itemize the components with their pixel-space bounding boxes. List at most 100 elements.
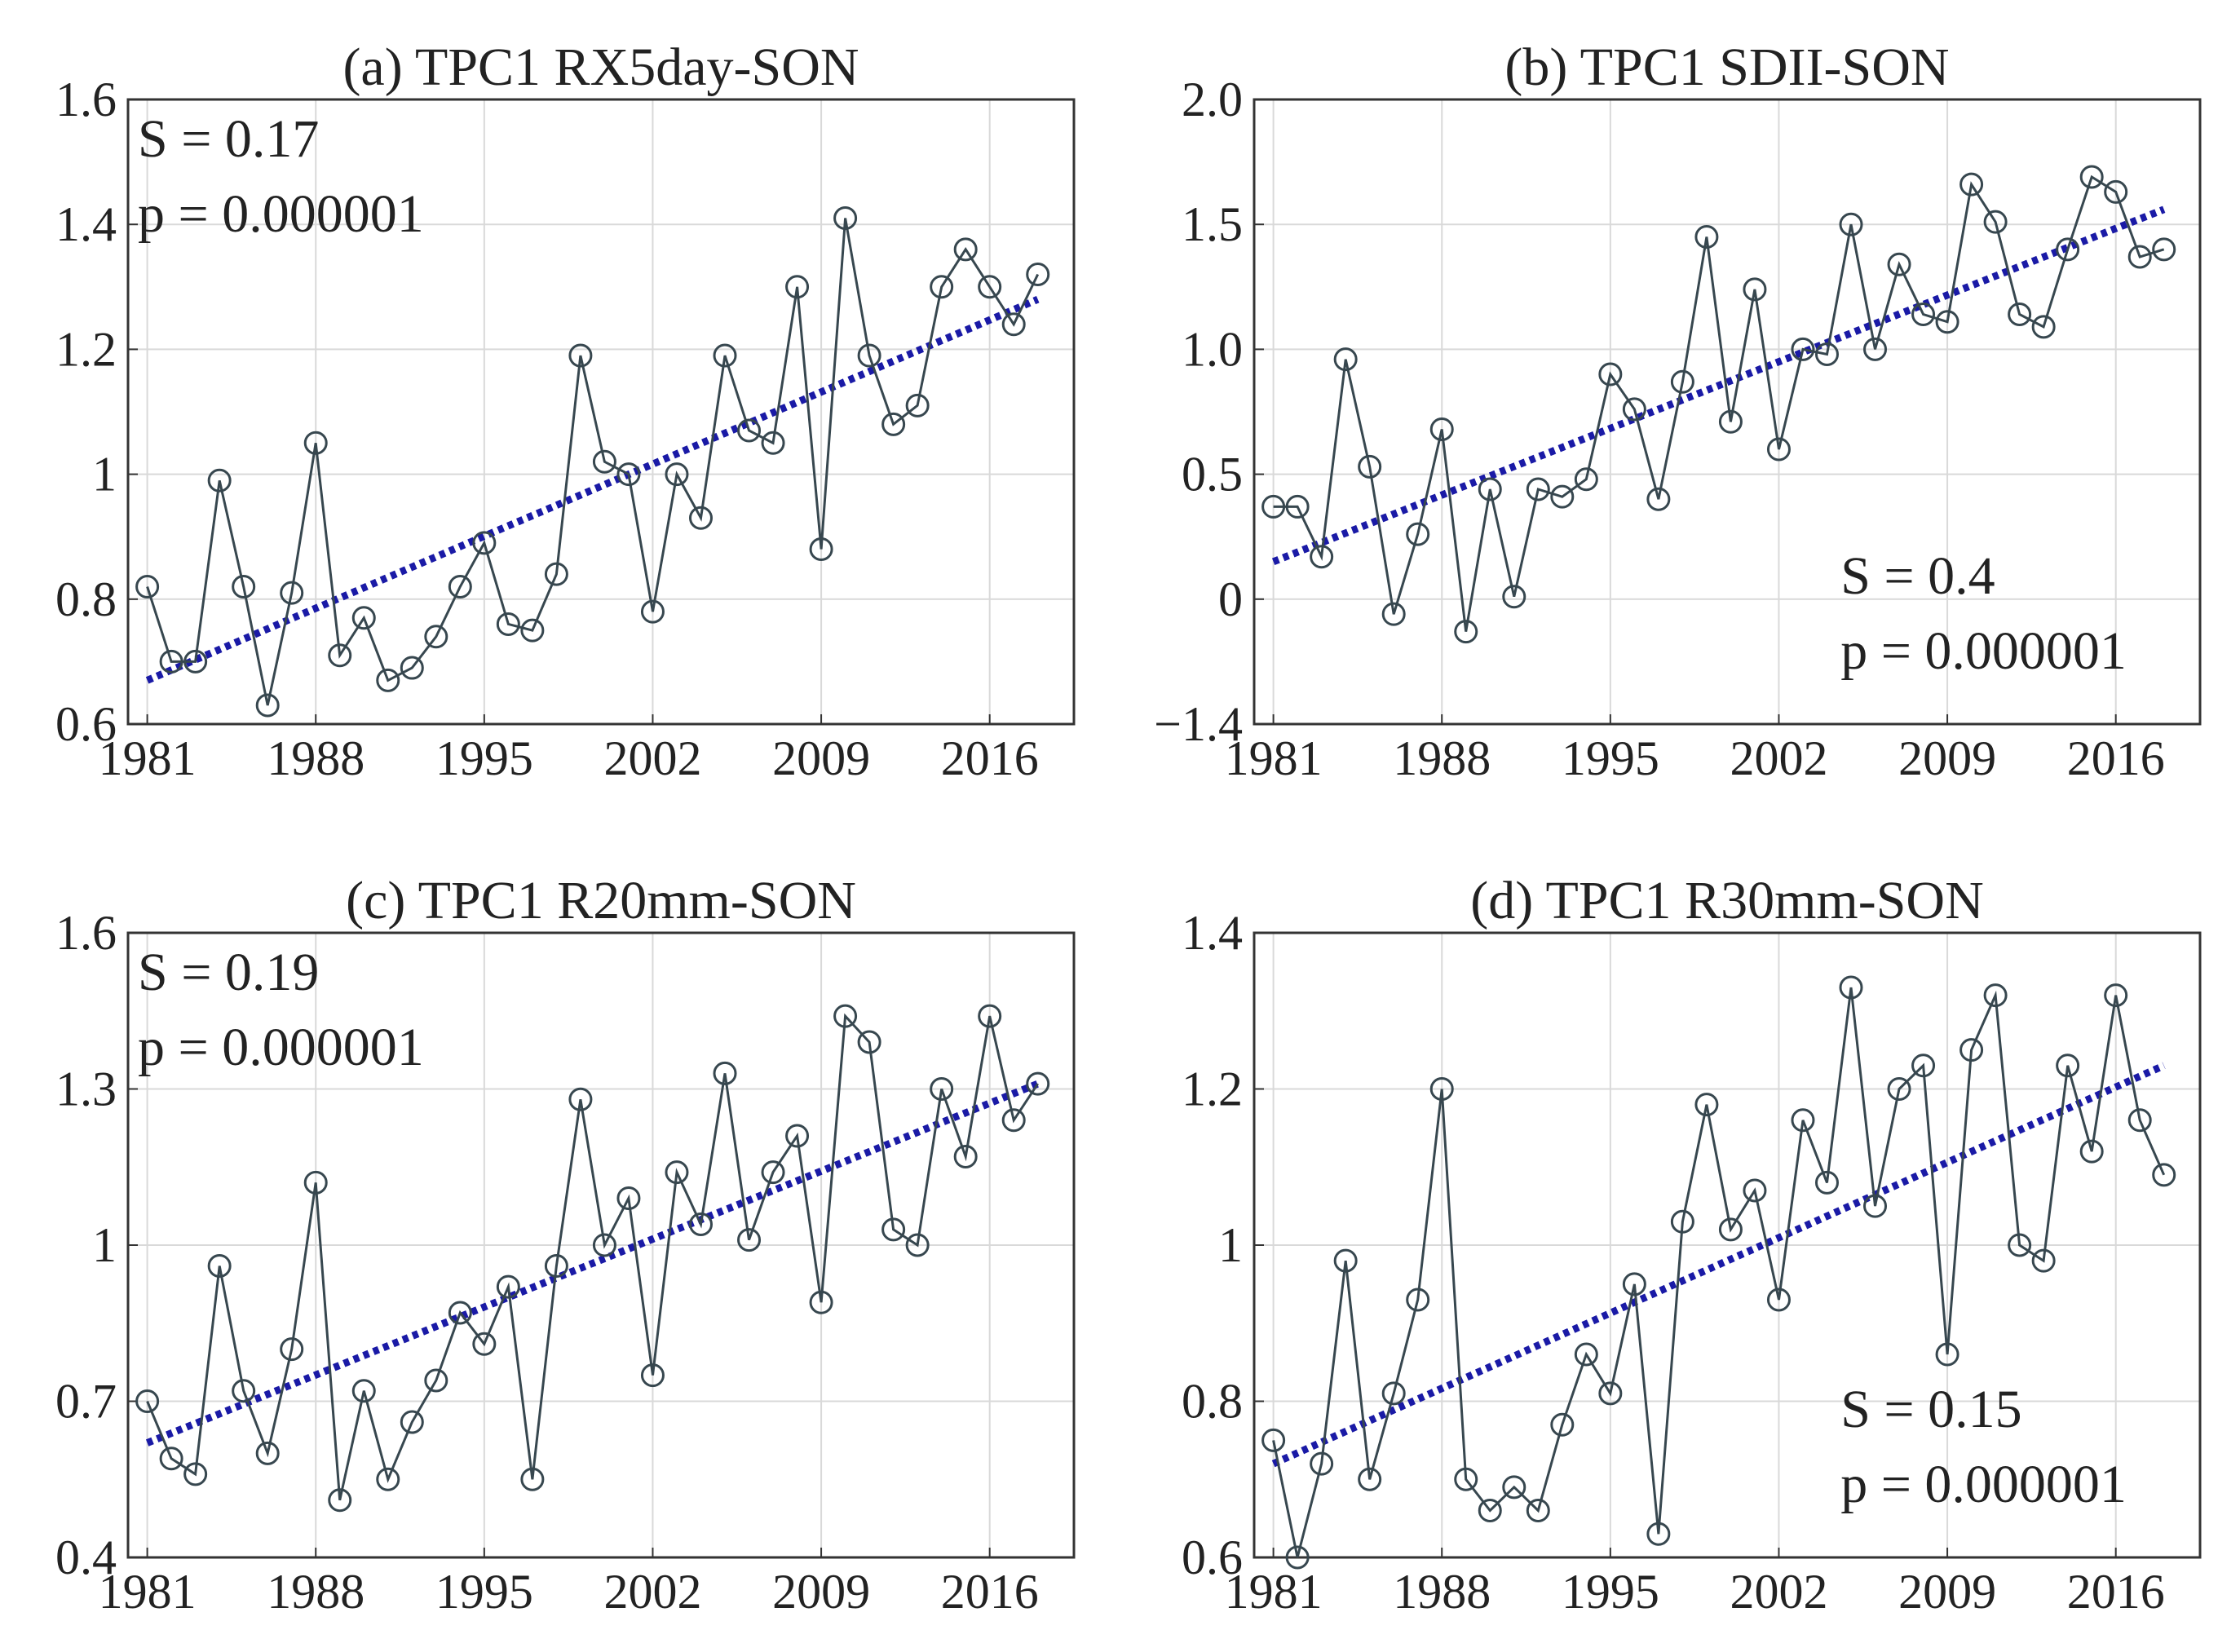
data-point bbox=[1598, 1381, 1623, 1406]
data-point bbox=[1766, 1288, 1791, 1312]
data-point bbox=[737, 418, 762, 443]
data-point bbox=[1887, 1077, 1911, 1101]
data-point bbox=[953, 237, 978, 262]
data-point bbox=[207, 1254, 232, 1279]
data-point bbox=[1026, 1071, 1050, 1096]
p-value-annotation: p = 0.000001 bbox=[1840, 1455, 2127, 1514]
x-tick-label: 1988 bbox=[267, 1565, 364, 1619]
y-tick-label: 1.0 bbox=[1182, 322, 1243, 376]
data-point bbox=[159, 649, 183, 674]
data-point bbox=[1550, 1412, 1575, 1437]
data-point bbox=[833, 1004, 858, 1028]
data-point bbox=[472, 531, 497, 555]
chart-panel-b: 1981 1988 1995 2002 2009 2016 −1.4 0 0.5 1.0 1.5 2.… bbox=[1154, 38, 2202, 785]
data-point bbox=[1839, 975, 1863, 1000]
data-point bbox=[1406, 522, 1430, 546]
data-point bbox=[1670, 1209, 1694, 1234]
x-tick-label: 1995 bbox=[435, 731, 533, 785]
data-point bbox=[1406, 1288, 1430, 1312]
data-point bbox=[2079, 1139, 2104, 1164]
data-point bbox=[183, 1462, 208, 1486]
series-line bbox=[146, 1013, 1039, 1501]
data-point bbox=[881, 1217, 906, 1242]
data-point bbox=[905, 1233, 930, 1257]
y-tick-label: 1.2 bbox=[1182, 1062, 1243, 1116]
data-point bbox=[785, 275, 810, 299]
y-tick-label: 0 bbox=[1218, 572, 1243, 626]
trend-line bbox=[145, 295, 1040, 684]
slope-annotation: S = 0.15 bbox=[1840, 1380, 2021, 1439]
x-tick-label: 2009 bbox=[772, 1565, 870, 1619]
data-point bbox=[688, 506, 713, 530]
x-tick-label: 2016 bbox=[2067, 731, 2165, 785]
data-point bbox=[2008, 1233, 2032, 1257]
data-point bbox=[1285, 1545, 1310, 1570]
data-point bbox=[930, 1077, 954, 1101]
data-point bbox=[857, 1030, 881, 1054]
data-point bbox=[2152, 237, 2176, 262]
x-tick-label: 2009 bbox=[1898, 731, 1996, 785]
slope-annotation: S = 0.4 bbox=[1840, 546, 1995, 606]
y-tick-label: 1 bbox=[1218, 1218, 1243, 1272]
chart-title: (b) TPC1 SDII-SON bbox=[1504, 38, 1949, 97]
data-point bbox=[857, 343, 881, 368]
data-point bbox=[1959, 172, 1984, 197]
y-tick-label: 1.5 bbox=[1182, 197, 1243, 251]
data-point bbox=[713, 1061, 737, 1085]
y-tick-label: 1.4 bbox=[1182, 906, 1243, 960]
data-point bbox=[1983, 983, 2008, 1008]
data-point bbox=[713, 343, 737, 368]
data-point bbox=[1381, 1381, 1406, 1406]
data-point bbox=[1718, 1217, 1743, 1242]
x-tick-label: 2009 bbox=[772, 731, 870, 785]
data-point bbox=[1358, 1467, 1382, 1491]
slope-annotation: S = 0.19 bbox=[138, 943, 319, 1002]
data-point bbox=[1261, 494, 1286, 519]
slope-annotation: S = 0.17 bbox=[138, 109, 319, 169]
data-point bbox=[207, 468, 232, 493]
data-point bbox=[2079, 165, 2104, 189]
data-point bbox=[1718, 409, 1743, 434]
y-tick-label: 1 bbox=[92, 448, 117, 501]
data-point bbox=[1526, 1499, 1550, 1523]
data-point bbox=[1935, 310, 1959, 334]
data-point bbox=[1911, 303, 1936, 327]
data-point bbox=[1839, 212, 1863, 236]
data-point bbox=[1550, 484, 1575, 509]
data-point bbox=[1743, 277, 1767, 302]
data-point bbox=[544, 562, 568, 586]
data-point bbox=[1694, 1093, 1719, 1117]
data-point bbox=[1887, 252, 1911, 276]
y-tick-label: −1.4 bbox=[1154, 697, 1243, 751]
data-point bbox=[930, 275, 954, 299]
x-tick-label: 1995 bbox=[1562, 731, 1659, 785]
data-point bbox=[978, 1004, 1002, 1028]
p-value-annotation: p = 0.000001 bbox=[138, 1018, 424, 1077]
data-point bbox=[1814, 342, 1839, 367]
data-point bbox=[1478, 477, 1502, 501]
data-point bbox=[328, 643, 352, 668]
data-point bbox=[2104, 179, 2128, 204]
y-tick-label: 1.2 bbox=[55, 322, 117, 376]
data-point bbox=[1743, 1178, 1767, 1203]
x-tick-label: 1995 bbox=[1562, 1565, 1659, 1619]
data-point bbox=[351, 1379, 376, 1403]
data-point bbox=[568, 1087, 593, 1111]
data-point bbox=[1333, 347, 1358, 372]
data-point bbox=[1574, 467, 1598, 492]
data-point bbox=[1526, 477, 1550, 501]
data-point bbox=[1429, 417, 1454, 441]
data-point bbox=[592, 449, 616, 474]
data-point bbox=[1646, 1522, 1671, 1546]
data-point bbox=[1574, 1342, 1598, 1367]
data-point bbox=[1502, 1475, 1526, 1500]
data-point bbox=[737, 1228, 762, 1252]
data-point bbox=[2056, 1053, 2080, 1078]
axes-frame bbox=[126, 98, 1076, 726]
trend-line bbox=[145, 1080, 1040, 1447]
data-point bbox=[616, 462, 641, 487]
data-point bbox=[809, 1290, 833, 1314]
data-point bbox=[303, 431, 328, 455]
